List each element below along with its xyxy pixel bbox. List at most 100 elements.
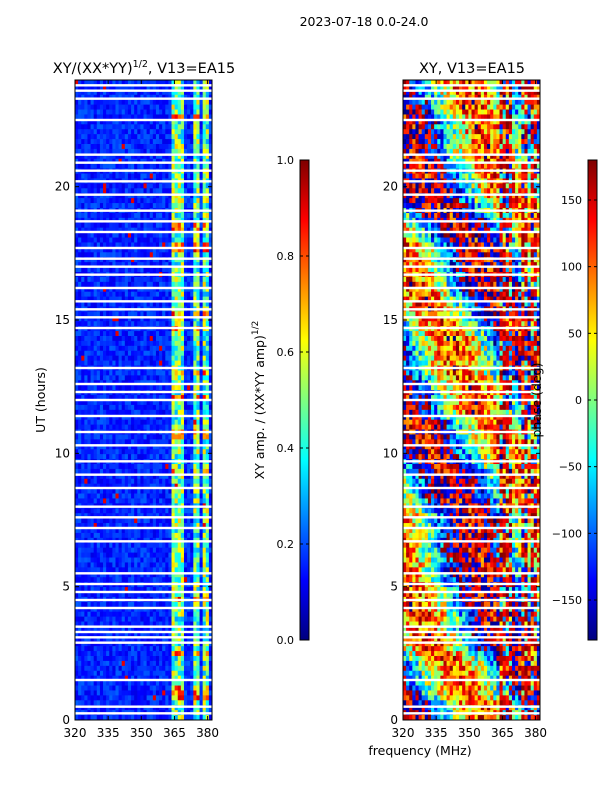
heatmap-cell xyxy=(193,114,198,120)
heatmap-cell xyxy=(109,375,113,381)
heatmap-cell xyxy=(183,557,188,564)
heatmap-cell xyxy=(99,587,104,593)
heatmap-cell xyxy=(140,567,145,573)
heatmap-cell xyxy=(159,616,163,623)
heatmap-cell xyxy=(159,134,163,140)
heatmap-cell xyxy=(177,488,182,495)
heatmap-cell xyxy=(127,188,132,194)
heatmap-cell xyxy=(90,409,95,416)
heatmap-cell xyxy=(196,523,201,529)
heatmap-cell xyxy=(196,173,201,180)
heatmap-cell xyxy=(140,247,145,253)
heatmap-cell xyxy=(131,144,135,150)
heatmap-cell xyxy=(146,267,151,273)
heatmap-cell xyxy=(93,424,98,431)
heatmap-cell xyxy=(124,557,129,564)
heatmap-cell xyxy=(90,498,95,504)
heatmap-cell xyxy=(165,577,170,583)
heatmap-cell xyxy=(149,616,154,623)
heatmap-cell xyxy=(81,276,85,283)
heatmap-cell xyxy=(199,473,204,480)
heatmap-cell xyxy=(193,331,198,337)
heatmap-cell xyxy=(106,89,110,96)
heatmap-cell xyxy=(177,464,182,470)
heatmap-cell xyxy=(127,267,132,273)
heatmap-cell xyxy=(199,99,204,106)
heatmap-cell xyxy=(109,104,113,111)
heatmap-cell xyxy=(103,419,107,426)
heatmap-cell xyxy=(152,291,157,298)
heatmap-cell xyxy=(155,400,160,406)
heatmap-cell xyxy=(131,242,135,248)
heatmap-cell xyxy=(134,577,138,583)
heatmap-cell xyxy=(165,592,170,598)
heatmap-cell xyxy=(193,198,198,204)
heatmap-cell xyxy=(165,444,170,450)
heatmap-cell xyxy=(75,488,79,495)
heatmap-cell xyxy=(202,203,207,209)
heatmap-cell xyxy=(143,345,148,352)
heatmap-cell xyxy=(162,523,166,529)
heatmap-cell xyxy=(177,163,182,170)
heatmap-cell xyxy=(168,513,173,519)
heatmap-cell xyxy=(155,134,160,140)
heatmap-cell xyxy=(134,139,138,145)
heatmap-cell xyxy=(99,183,104,189)
heatmap-cell xyxy=(171,321,176,327)
heatmap-cell xyxy=(96,478,101,485)
heatmap-cell xyxy=(75,577,79,583)
heatmap-cell xyxy=(149,631,154,637)
heatmap-cell xyxy=(199,552,204,559)
heatmap-cell xyxy=(199,621,204,628)
heatmap-cell xyxy=(190,331,194,337)
heatmap-cell xyxy=(143,498,148,504)
heatmap-cell xyxy=(115,518,120,524)
heatmap-cell xyxy=(87,227,92,234)
heatmap-cell xyxy=(87,414,92,421)
heatmap-cell xyxy=(199,281,204,288)
heatmap-cell xyxy=(81,242,85,248)
heatmap-cell xyxy=(208,395,212,401)
heatmap-cell xyxy=(131,153,135,160)
heatmap-cell xyxy=(127,281,132,288)
heatmap-cell xyxy=(171,242,176,248)
heatmap-cell xyxy=(81,611,85,618)
heatmap-cell xyxy=(143,434,148,440)
heatmap-cell xyxy=(168,493,173,500)
heatmap-cell xyxy=(112,296,117,303)
heatmap-cell xyxy=(99,153,104,160)
heatmap-cell xyxy=(109,400,113,406)
heatmap-cell xyxy=(165,316,170,322)
heatmap-cell xyxy=(149,370,154,376)
heatmap-cell xyxy=(124,84,129,91)
heatmap-cell xyxy=(93,340,98,347)
heatmap-cell xyxy=(193,449,198,455)
heatmap-cell xyxy=(112,227,117,234)
heatmap-cell xyxy=(168,227,173,234)
heatmap-cell xyxy=(174,592,179,598)
heatmap-cell xyxy=(118,488,123,495)
heatmap-cell xyxy=(131,439,135,445)
heatmap-cell xyxy=(205,144,210,150)
heatmap-cell xyxy=(93,552,98,559)
heatmap-cell xyxy=(84,232,89,239)
heatmap-cell xyxy=(90,375,95,381)
heatmap-cell xyxy=(106,232,110,239)
heatmap-cell xyxy=(152,454,157,460)
heatmap-cell xyxy=(112,286,117,293)
heatmap-cell xyxy=(177,257,182,263)
heatmap-cell xyxy=(196,247,201,253)
heatmap-cell xyxy=(134,247,138,253)
heatmap-cell xyxy=(149,286,154,293)
heatmap-cell xyxy=(199,188,204,194)
heatmap-cell xyxy=(121,355,126,362)
heatmap-cell xyxy=(106,542,110,549)
heatmap-cell xyxy=(152,232,157,239)
heatmap-cell xyxy=(124,611,129,618)
heatmap-cell xyxy=(199,134,204,140)
heatmap-cell xyxy=(208,350,212,357)
heatmap-cell xyxy=(115,301,120,308)
heatmap-cell xyxy=(199,468,204,475)
heatmap-cell xyxy=(199,321,204,327)
heatmap-cell xyxy=(146,262,151,268)
